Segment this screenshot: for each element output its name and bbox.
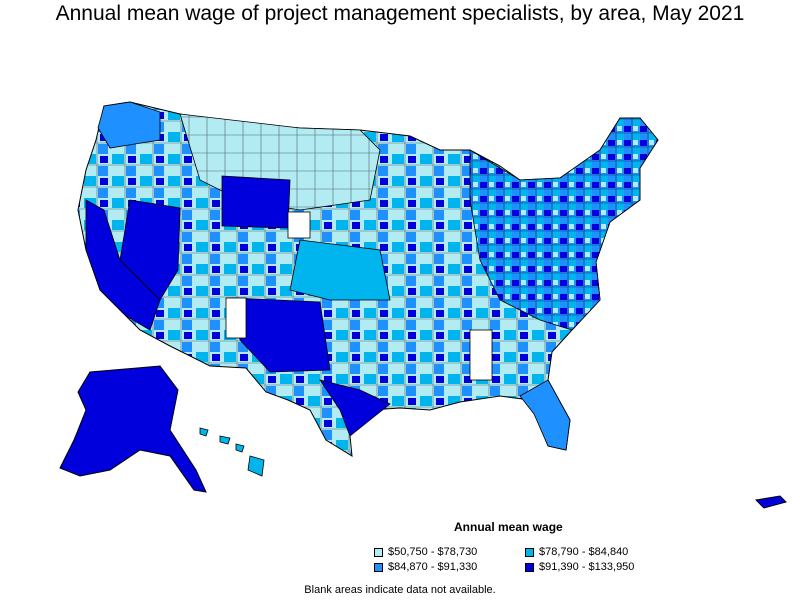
legend-item-1: $50,750 - $78,730 — [374, 546, 477, 558]
florida-region — [519, 379, 571, 451]
legend-item-3: $84,870 - $91,330 — [374, 561, 477, 573]
puerto-rico-region — [754, 495, 787, 509]
central-plains-region — [289, 239, 391, 301]
no-data-area-mississippi — [469, 329, 493, 381]
alaska-region — [59, 365, 207, 493]
legend-swatch-1 — [374, 547, 383, 557]
legend-title: Annual mean wage — [454, 520, 563, 534]
map-title: Annual mean wage of project management s… — [55, 2, 745, 25]
no-data-note: Blank areas indicate data not available. — [304, 584, 496, 596]
legend-swatch-2 — [525, 547, 534, 557]
east-region — [469, 117, 659, 331]
no-data-area-utah — [225, 297, 247, 339]
legend-item-2: $78,790 - $84,840 — [525, 546, 628, 558]
legend-item-4: $91,390 - $133,950 — [525, 561, 634, 573]
legend-label-2: $78,790 - $84,840 — [539, 546, 629, 558]
texas-gulf-region — [319, 379, 391, 437]
legend-swatch-3 — [374, 562, 383, 572]
washington-region — [97, 101, 161, 149]
legend-label-4: $91,390 - $133,950 — [539, 561, 635, 573]
hawaii-islands — [199, 427, 265, 477]
wyoming-region — [221, 175, 291, 229]
legend-swatch-4 — [525, 562, 534, 572]
legend-label-3: $84,870 - $91,330 — [388, 561, 478, 573]
no-data-area-dakota — [287, 211, 311, 239]
legend-label-1: $50,750 - $78,730 — [388, 546, 478, 558]
california-coast-region — [85, 199, 161, 331]
